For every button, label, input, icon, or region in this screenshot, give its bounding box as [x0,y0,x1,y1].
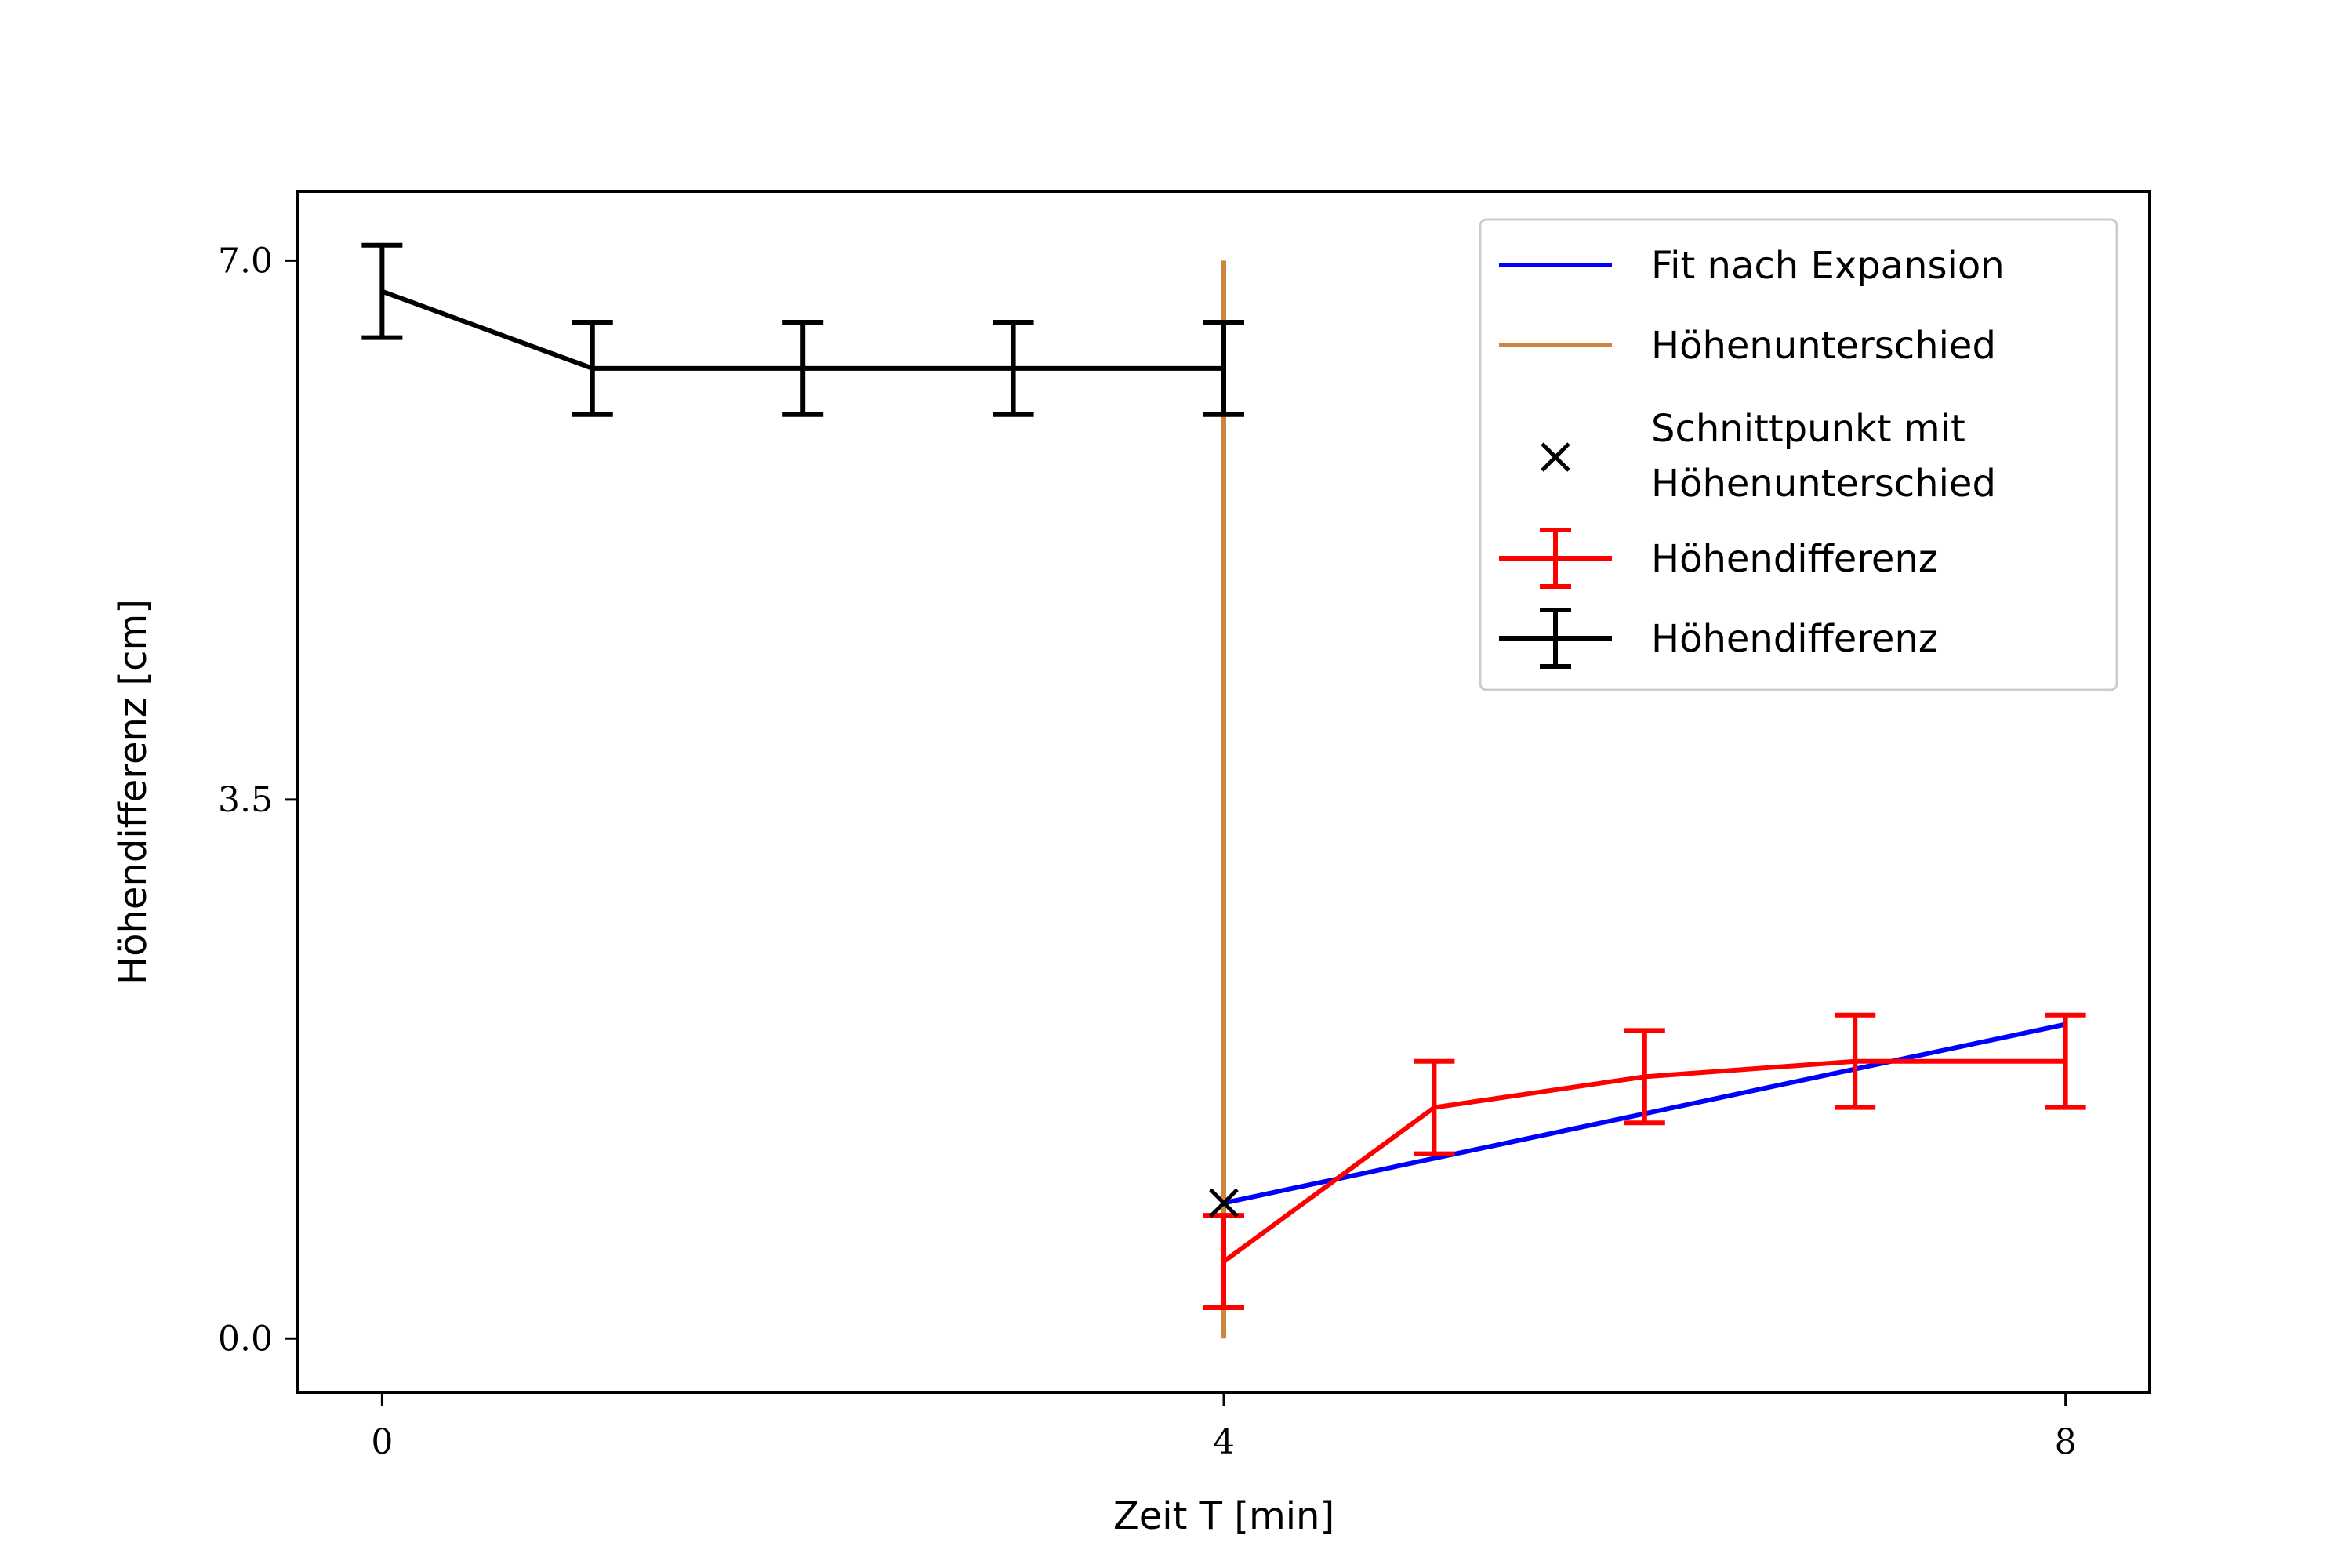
y-tick-label: 3.5 [218,780,273,820]
legend-label: Schnittpunkt mit [1651,407,1965,451]
plot-area [361,242,2086,1339]
y-tick-label: 0.0 [218,1319,273,1359]
y-axis-label: Höhendifferenz [cm] [111,599,155,985]
legend-label: Höhenunterschied [1651,462,1996,506]
legend-label: Höhenunterschied [1651,324,1996,368]
x-tick-label: 0 [371,1422,393,1462]
y-tick-label: 7.0 [218,241,273,281]
legend-label: Höhendifferenz [1651,537,1938,581]
x-tick-label: 8 [2055,1422,2077,1462]
axis-ticks: 0 4 8 0.0 3.5 7.0 [218,241,2077,1462]
legend-label: Fit nach Expansion [1651,244,2005,288]
legend-box [1479,218,2118,691]
legend: Fit nach Expansion Höhenunterschied Schnit… [1479,218,2118,691]
legend-handle-marker [1541,442,1570,472]
intersection-marker [1209,1188,1239,1218]
x-tick-label: 4 [1213,1422,1235,1462]
x-axis-label: Zeit T [min] [1113,1494,1334,1538]
legend-label: Höhendifferenz [1651,617,1938,661]
